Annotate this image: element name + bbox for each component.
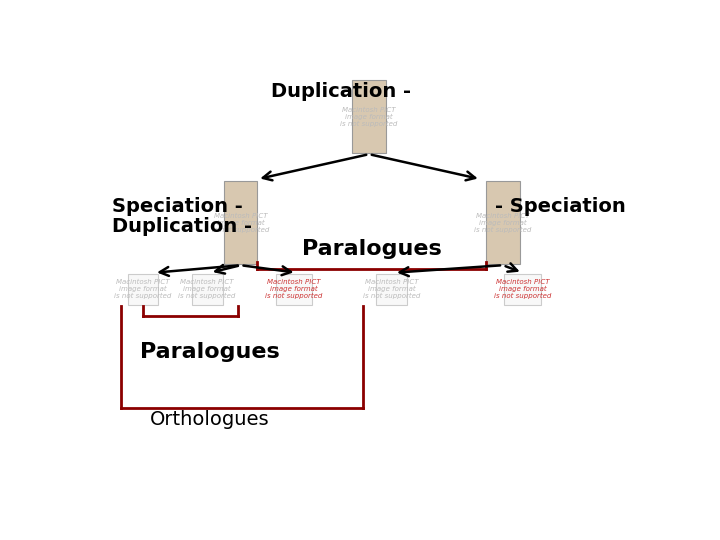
Text: Paralogues: Paralogues: [302, 239, 441, 259]
Bar: [192, 274, 222, 305]
Text: Macintosh PICT
image format
is not supported: Macintosh PICT image format is not suppo…: [179, 279, 236, 300]
Text: - Speciation: - Speciation: [495, 197, 626, 215]
Bar: [504, 274, 541, 305]
Bar: [276, 274, 312, 305]
Text: Speciation -: Speciation -: [112, 197, 243, 215]
Bar: [486, 181, 520, 265]
Text: Macintosh PICT
image format
is not supported: Macintosh PICT image format is not suppo…: [494, 279, 551, 300]
Text: Macintosh PICT
image format
is not supported: Macintosh PICT image format is not suppo…: [114, 279, 171, 300]
Text: Macintosh PICT
image format
is not supported: Macintosh PICT image format is not suppo…: [363, 279, 420, 300]
Text: Macintosh PICT
image format
is not supported: Macintosh PICT image format is not suppo…: [212, 213, 269, 233]
Bar: [224, 181, 258, 265]
Text: Paralogues: Paralogues: [140, 342, 280, 362]
Bar: [352, 80, 386, 153]
Bar: [127, 274, 158, 305]
Text: Duplication -: Duplication -: [271, 82, 411, 102]
Text: Duplication -: Duplication -: [112, 218, 252, 237]
Text: Macintosh PICT
image format
is not supported: Macintosh PICT image format is not suppo…: [341, 106, 397, 127]
Text: Macintosh PICT
image format
is not supported: Macintosh PICT image format is not suppo…: [265, 279, 323, 300]
Text: Orthologues: Orthologues: [150, 409, 270, 429]
Text: Macintosh PICT
image format
is not supported: Macintosh PICT image format is not suppo…: [474, 213, 531, 233]
Bar: [376, 274, 407, 305]
